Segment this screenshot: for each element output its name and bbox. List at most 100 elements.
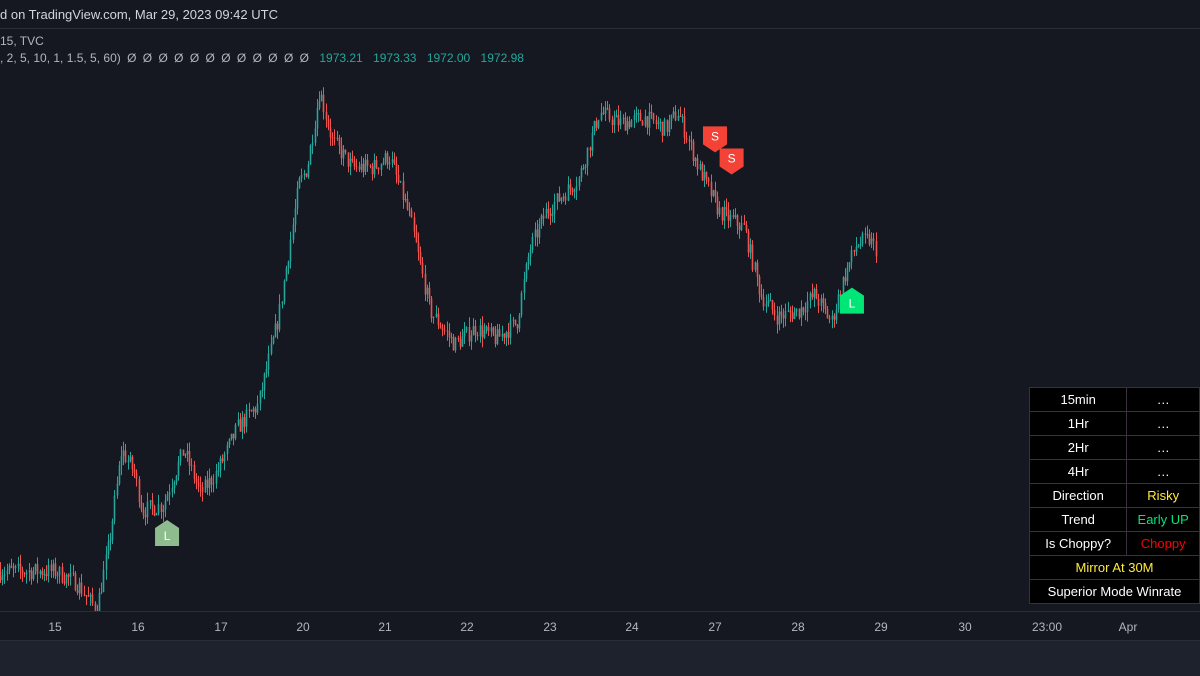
candle-body bbox=[707, 178, 710, 183]
candle-body bbox=[732, 215, 735, 218]
candle-body bbox=[674, 111, 677, 121]
candle-body bbox=[793, 311, 796, 319]
candle-body bbox=[325, 111, 328, 120]
candle-body bbox=[386, 153, 389, 165]
candle-body bbox=[507, 332, 510, 338]
candle-body bbox=[833, 315, 836, 320]
candle-body bbox=[465, 327, 468, 332]
row-label: 1Hr bbox=[1028, 411, 1128, 436]
candle-body bbox=[131, 456, 134, 470]
indicator-placeholder: Ø bbox=[174, 51, 184, 65]
candle-body bbox=[626, 121, 629, 131]
candle-body bbox=[505, 332, 508, 338]
candle-body bbox=[540, 215, 543, 224]
candle-body bbox=[373, 159, 376, 175]
candle-body bbox=[718, 207, 721, 215]
candle-body bbox=[382, 162, 385, 165]
candle-body bbox=[406, 199, 409, 209]
candle-body bbox=[410, 210, 413, 218]
candle-body bbox=[408, 208, 411, 211]
candle-body bbox=[789, 310, 792, 313]
candle-body bbox=[551, 213, 554, 216]
candle-body bbox=[564, 196, 567, 201]
candle-body bbox=[105, 554, 108, 570]
candle-body bbox=[157, 504, 160, 514]
candle-body bbox=[743, 222, 746, 225]
symbol-legend[interactable]: 15, TVC bbox=[0, 34, 44, 48]
candle-body bbox=[503, 333, 506, 338]
row-value: Early UP bbox=[1126, 507, 1200, 532]
candle-body bbox=[639, 113, 642, 121]
candle-body bbox=[19, 563, 22, 570]
candle-body bbox=[637, 113, 640, 115]
candle-body bbox=[470, 335, 473, 342]
candle-body bbox=[285, 267, 288, 281]
candle-body bbox=[417, 242, 420, 253]
candle-body bbox=[635, 113, 638, 116]
row-label: 2Hr bbox=[1028, 435, 1128, 460]
candle-body bbox=[366, 159, 369, 166]
x-tick-label: 29 bbox=[874, 620, 888, 634]
candle-body bbox=[864, 233, 867, 235]
x-tick-label: 24 bbox=[625, 620, 639, 634]
candle-body bbox=[736, 215, 739, 226]
candle-body bbox=[756, 262, 759, 277]
candle-body bbox=[773, 309, 776, 316]
candle-body bbox=[78, 582, 81, 593]
candle-body bbox=[696, 158, 699, 170]
candle-body bbox=[237, 419, 240, 425]
candle-body bbox=[846, 267, 849, 282]
candle-body bbox=[795, 308, 798, 312]
candle-body bbox=[36, 564, 39, 575]
candle-body bbox=[668, 120, 671, 132]
candle-body bbox=[569, 184, 572, 189]
row-label: 4Hr bbox=[1028, 459, 1128, 484]
candle-body bbox=[6, 570, 9, 575]
signal-label: S bbox=[728, 152, 736, 166]
candle-body bbox=[272, 337, 275, 344]
candle-body bbox=[745, 224, 748, 232]
candle-body bbox=[870, 238, 873, 245]
candle-body bbox=[318, 101, 321, 109]
candle-body bbox=[322, 94, 325, 112]
candle-body bbox=[866, 234, 869, 236]
candle-body bbox=[450, 336, 453, 338]
candle-body bbox=[703, 172, 706, 181]
candle-body bbox=[1, 576, 4, 581]
candle-body bbox=[602, 112, 605, 114]
row-label: Trend bbox=[1028, 507, 1128, 532]
candle-body bbox=[30, 570, 33, 580]
candle-body bbox=[650, 111, 653, 114]
candle-body bbox=[85, 595, 88, 597]
candle-body bbox=[716, 196, 719, 215]
candle-body bbox=[254, 408, 257, 413]
indicator-legend[interactable]: , 2, 5, 10, 1, 1.5, 5, 60) Ø Ø Ø Ø Ø Ø Ø… bbox=[0, 51, 524, 65]
candle-body bbox=[239, 419, 242, 432]
candle-body bbox=[556, 193, 559, 203]
candle-body bbox=[41, 571, 44, 576]
candle-body bbox=[278, 303, 281, 330]
candle-body bbox=[516, 324, 519, 329]
candle-body bbox=[584, 166, 587, 168]
candle-body bbox=[573, 191, 576, 193]
candle-body bbox=[769, 300, 772, 302]
candle-body bbox=[149, 500, 152, 502]
candle-body bbox=[481, 325, 484, 338]
time-axis[interactable]: 15 16 17 20 21 22 23 24 27 28 29 30 23:00 Apr bbox=[0, 611, 1200, 640]
x-tick-label: 30 bbox=[958, 620, 972, 634]
candle-body bbox=[32, 571, 35, 580]
candle-body bbox=[208, 477, 211, 488]
candle-body bbox=[666, 119, 669, 132]
candle-body bbox=[694, 158, 697, 161]
indicator-placeholder: Ø bbox=[268, 51, 278, 65]
candle-body bbox=[828, 318, 831, 320]
candle-body bbox=[342, 149, 345, 159]
price-chart[interactable]: L SS L bbox=[0, 28, 1200, 611]
candle-body bbox=[853, 250, 856, 252]
candle-body bbox=[314, 128, 317, 143]
candle-body bbox=[800, 307, 803, 318]
candle-body bbox=[641, 120, 644, 126]
candle-body bbox=[193, 464, 196, 479]
candle-body bbox=[250, 410, 253, 412]
candle-body bbox=[296, 188, 299, 209]
